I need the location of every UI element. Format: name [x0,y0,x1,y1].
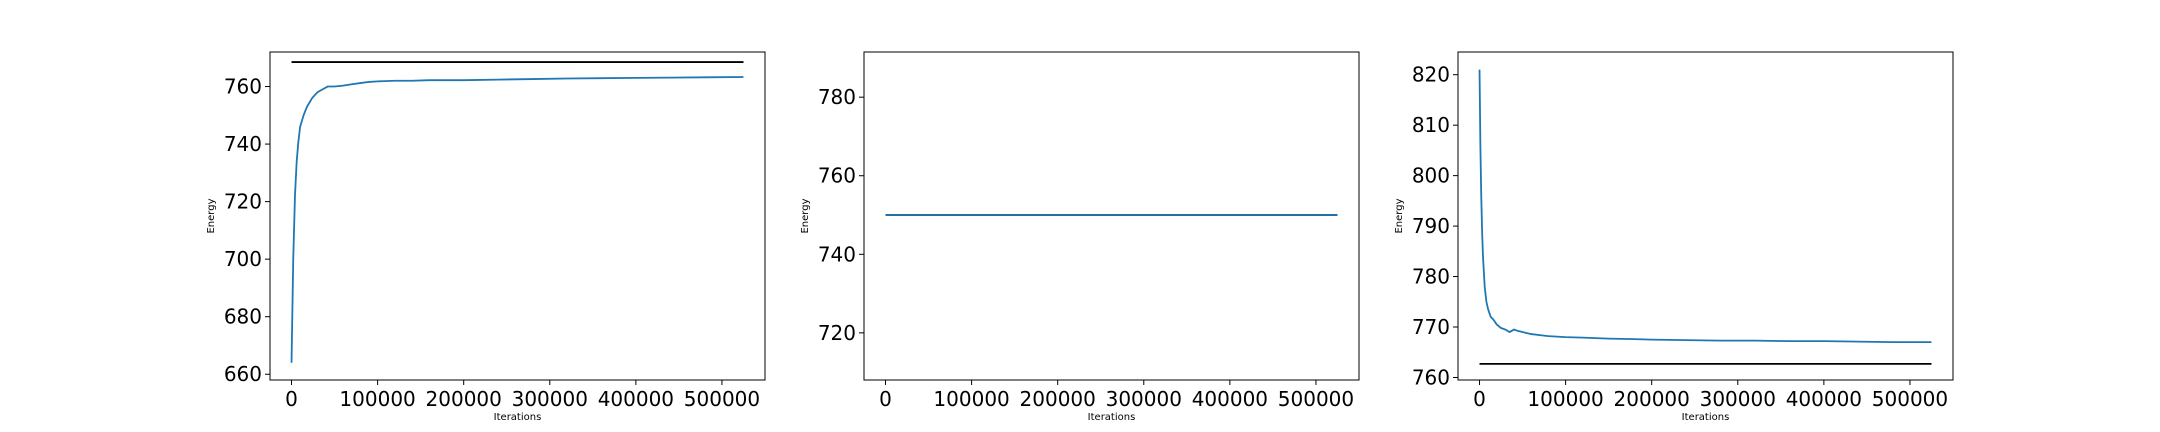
x-tick-label: 100000 [1527,387,1603,411]
energy-trace-line [1478,69,1932,344]
x-tick-label: 0 [879,387,892,411]
y-tick-label: 800 [1412,164,1450,188]
x-tick-label: 300000 [512,387,588,411]
x-tick-label: 500000 [1278,387,1354,411]
x-tick-label: 100000 [339,387,415,411]
y-tick-label: 760 [224,75,262,99]
y-tick-label: 760 [1412,365,1450,389]
x-tick-label: 200000 [426,387,502,411]
chart-panel-3: 0 100000 200000 300000 400000 500000 760 770 780… [1394,51,1954,423]
x-tick-label: 500000 [684,387,760,411]
y-tick-label: 790 [1412,214,1450,238]
x-tick-label: 100000 [933,387,1009,411]
y-tick-label: 810 [1412,113,1450,137]
y-tick-label: 680 [224,305,262,329]
axes-frame [863,51,1360,381]
energy-trace-line [290,76,744,363]
y-tick-label: 660 [224,362,262,386]
y-tick-label: 740 [224,132,262,156]
y-axis-label: Energy [800,198,811,233]
x-tick-label: 500000 [1872,387,1948,411]
x-tick-label: 0 [1473,387,1486,411]
y-tick-label: 700 [224,247,262,271]
y-tick-label: 720 [224,190,262,214]
x-axis-label: Iterations [1682,412,1730,423]
y-tick-label: 740 [818,242,856,266]
y-tick-label: 820 [1412,63,1450,87]
chart-panel-1: 0 100000 200000 300000 400000 500000 660 680 700… [206,51,766,423]
x-tick-label: 400000 [1192,387,1268,411]
axes-frame [1457,51,1954,381]
x-tick-label: 400000 [598,387,674,411]
x-tick-label: 400000 [1786,387,1862,411]
y-tick-label: 760 [818,164,856,188]
x-tick-label: 300000 [1700,387,1776,411]
x-tick-label: 300000 [1106,387,1182,411]
x-tick-label: 200000 [1020,387,1096,411]
x-tick-label: 0 [285,387,298,411]
y-axis-label: Energy [1394,198,1405,233]
y-tick-label: 720 [818,321,856,345]
axes-frame [269,51,766,381]
chart-panel-2: 0 100000 200000 300000 400000 500000 720 740 760… [800,51,1360,423]
x-tick-label: 200000 [1614,387,1690,411]
y-tick-label: 770 [1412,315,1450,339]
y-tick-label: 780 [1412,265,1450,289]
y-tick-label: 780 [818,85,856,109]
x-axis-label: Iterations [1088,412,1136,423]
x-axis-label: Iterations [494,412,542,423]
y-axis-label: Energy [206,198,217,233]
